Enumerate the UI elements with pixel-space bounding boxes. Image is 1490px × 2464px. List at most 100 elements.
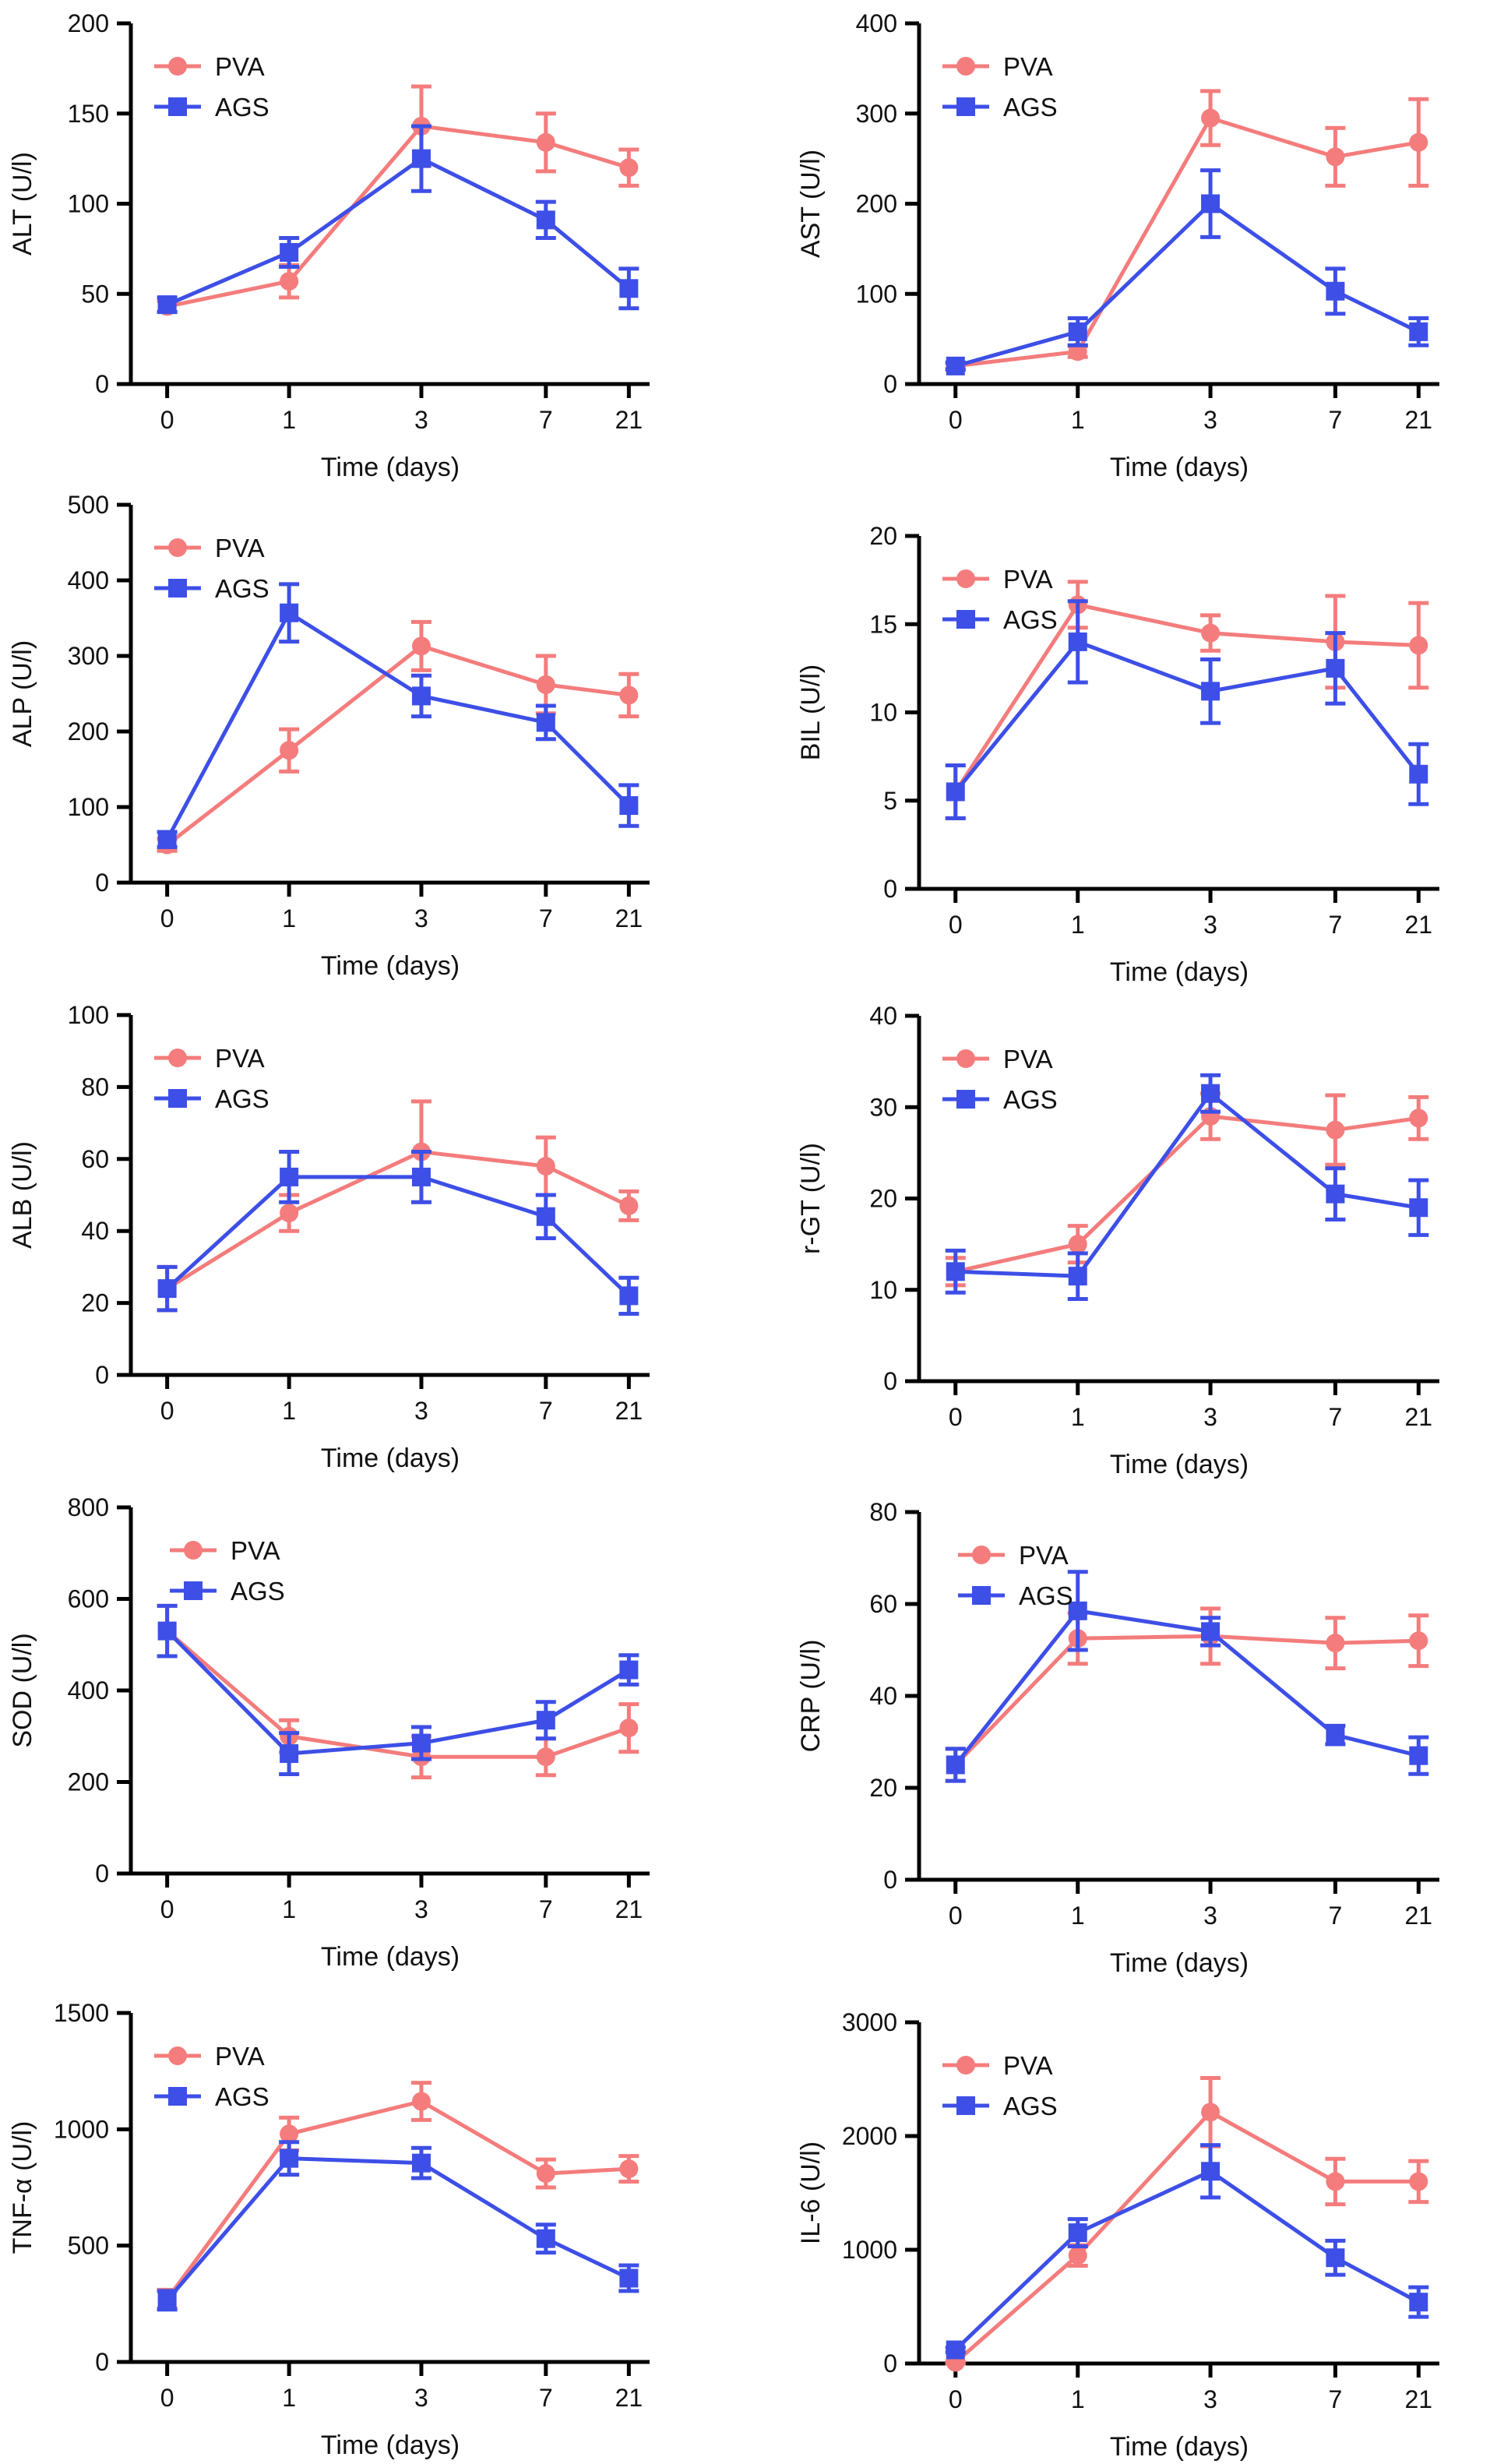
chart-tnf: 0 500 1000 1500 0 1 3 7 21 Time (days) TNF-α (U/l)… [8,1999,650,2460]
data-point-ags [411,1167,431,1186]
y-tick-label: 0 [95,1361,109,1389]
legend-marker-ags [168,1089,187,1108]
series-line-pva [165,1629,630,1759]
y-tick-label: 15 [869,610,897,638]
y-axis-title: r-GT (U/l) [796,1143,826,1254]
x-tick-label: 21 [1404,1403,1432,1431]
legend: PVA AGS [170,1536,285,1606]
series-ags [945,168,1429,375]
legend-label: AGS [215,2082,269,2111]
legend: PVA AGS [154,2042,269,2111]
x-tick-label: 7 [1329,911,1343,939]
y-tick-label: 40 [869,1682,897,1710]
y-tick-label: 0 [95,2348,109,2376]
series-line-pva [955,1114,1419,1274]
legend-marker-pva [168,2046,187,2065]
data-point-ags [619,796,639,816]
y-tick-label: 0 [883,875,897,903]
legend-label: PVA [1003,2051,1053,2080]
legend-label: AGS [1019,1581,1073,1610]
legend-label: PVA [1003,1045,1053,1073]
y-tick-label: 300 [856,100,897,128]
series-line-pva [953,1634,1419,1767]
data-point-pva [619,2159,639,2179]
y-tick-label: 40 [81,1217,109,1245]
data-point-ags [1409,764,1428,784]
legend-marker-ags [972,1586,991,1605]
series-ags [945,1570,1429,1783]
x-tick-label: 21 [615,1397,643,1425]
series-ags [157,124,639,315]
legend-marker-ags [956,97,975,116]
y-tick-label: 80 [81,1073,109,1101]
series-line-pva [166,1150,630,1291]
legend: PVA AGS [942,1045,1058,1114]
y-tick-label: 400 [68,566,109,594]
data-point-ags [280,243,299,263]
series-pva [945,2076,1429,2372]
x-tick-label: 1 [282,406,296,434]
x-axis-title: Time (days) [321,951,460,981]
data-point-ags [280,603,299,622]
x-tick-label: 7 [539,1895,553,1923]
data-point-ags [946,1262,965,1281]
x-tick-label: 1 [1071,406,1085,434]
chart-ast: 0 100 200 300 400 0 1 3 7 21 Time (days) AST (U/l) P… [796,9,1439,482]
legend-marker-pva [184,1541,203,1560]
data-point-ags [411,686,431,706]
x-tick-label: 21 [615,406,643,434]
x-tick-label: 0 [160,2384,174,2412]
y-axis-title: SOD (U/l) [8,1633,37,1747]
legend-label: AGS [215,574,269,603]
data-point-pva [280,741,299,760]
data-point-ags [280,2149,299,2168]
y-tick-label: 100 [68,1001,109,1029]
y-tick-label: 1500 [54,1999,109,2027]
legend-marker-ags [168,579,187,597]
data-point-ags [157,2290,177,2310]
y-tick-label: 60 [81,1145,109,1173]
data-point-ags [1068,1267,1087,1286]
y-axis-title: TNF-α (U/l) [8,2121,37,2254]
y-tick-label: 400 [68,1676,109,1704]
legend-marker-pva [956,569,975,588]
series-pva [157,619,639,855]
legend-label: AGS [215,1084,269,1113]
data-point-ags [1201,194,1221,213]
data-point-pva [619,1196,639,1215]
data-point-ags [619,2268,639,2288]
legend-marker-pva [956,2056,975,2074]
legend-marker-pva [168,1049,187,1067]
legend: PVA AGS [154,52,269,122]
legend-marker-pva [972,1546,991,1564]
x-tick-label: 7 [539,1397,553,1425]
x-tick-label: 3 [1203,2385,1217,2413]
data-point-pva [619,1718,639,1738]
data-point-pva [1326,147,1345,167]
y-tick-label: 60 [869,1590,897,1618]
data-point-ags [619,1286,639,1306]
y-tick-label: 40 [869,1002,897,1030]
data-point-ags [1068,322,1087,341]
legend-marker-ags [956,1090,975,1109]
x-tick-label: 21 [615,2384,643,2412]
data-point-ags [946,782,965,802]
data-point-pva [1201,108,1221,128]
y-tick-label: 5 [883,787,897,815]
legend-label: AGS [1003,1085,1058,1114]
data-point-pva [280,272,299,291]
data-point-ags [411,2153,431,2173]
legend-label: PVA [1003,52,1053,81]
data-point-ags [1201,1084,1221,1103]
legend-marker-ags [956,2096,975,2115]
series-pva [945,1606,1429,1783]
data-point-ags [411,1733,431,1753]
x-tick-label: 21 [615,1895,643,1923]
data-point-ags [157,1621,177,1641]
x-tick-label: 7 [539,2384,553,2412]
legend-marker-ags [168,97,187,116]
y-tick-label: 10 [869,1276,897,1304]
x-tick-label: 21 [1404,2385,1432,2413]
x-tick-label: 3 [1203,406,1217,434]
legend-label: PVA [215,2042,265,2071]
